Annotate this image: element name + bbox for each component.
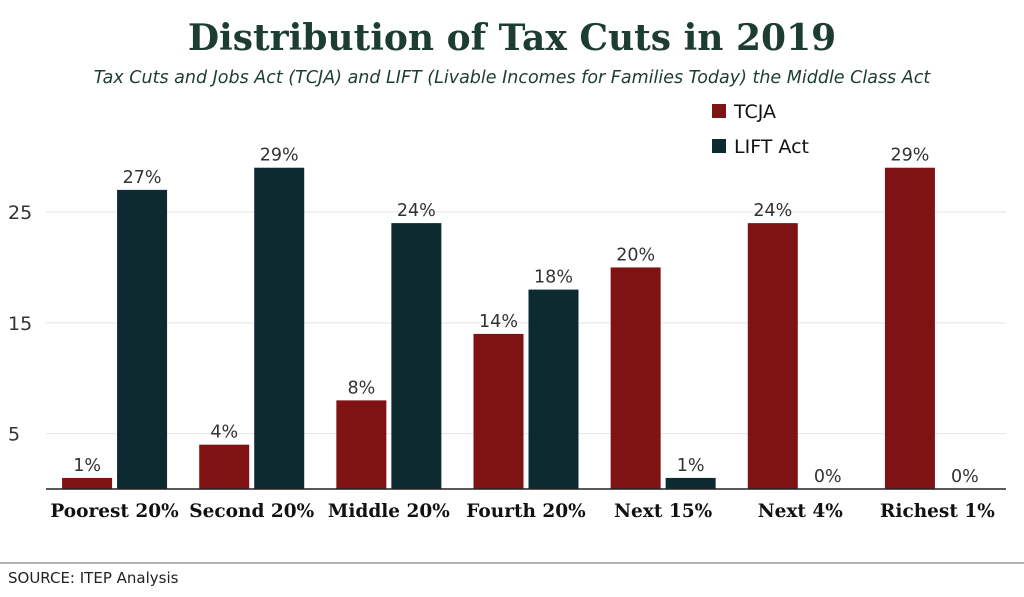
x-category-label: Poorest 20% — [50, 501, 179, 522]
data-label: 18% — [534, 268, 573, 288]
data-label: 29% — [260, 146, 299, 166]
data-label: 1% — [73, 456, 101, 476]
data-label: 0% — [951, 467, 979, 487]
legend-label: LIFT Act — [734, 136, 809, 158]
x-category-label: Next 4% — [758, 501, 844, 522]
bar-lift-1 — [254, 167, 305, 489]
y-tick-label: 25 — [8, 202, 32, 224]
data-label: 24% — [753, 201, 792, 221]
bar-tcja-5 — [747, 223, 798, 489]
bar-tcja-1 — [199, 444, 250, 489]
bars — [62, 167, 935, 489]
bar-lift-0 — [117, 189, 168, 489]
y-tick-label: 5 — [8, 424, 20, 446]
legend-swatch — [712, 139, 726, 153]
bar-tcja-3 — [473, 333, 524, 489]
chart-title: Distribution of Tax Cuts in 2019 — [188, 17, 836, 59]
x-category-label: Fourth 20% — [466, 501, 586, 522]
bar-tcja-2 — [336, 400, 387, 489]
bar-lift-4 — [665, 477, 716, 489]
bar-tcja-0 — [62, 477, 113, 489]
bar-tcja-4 — [610, 267, 661, 489]
legend: TCJA LIFT Act — [712, 101, 809, 158]
chart-subtitle: Tax Cuts and Jobs Act (TCJA) and LIFT (L… — [94, 68, 932, 88]
gridlines: 5 15 25 — [8, 202, 1006, 446]
source-note: SOURCE: ITEP Analysis — [8, 569, 179, 587]
x-category-label: Middle 20% — [328, 501, 450, 522]
data-label: 27% — [123, 168, 162, 188]
y-tick-label: 15 — [8, 313, 32, 335]
legend-swatch — [712, 104, 726, 118]
data-label: 1% — [677, 456, 705, 476]
bar-lift-2 — [391, 223, 442, 489]
legend-label: TCJA — [733, 101, 776, 123]
bar-tcja-6 — [884, 167, 935, 489]
bar-lift-3 — [528, 289, 579, 489]
data-label: 4% — [210, 423, 238, 443]
x-category-label: Richest 1% — [880, 501, 995, 522]
data-label: 20% — [616, 245, 655, 265]
data-label: 14% — [479, 312, 518, 332]
x-category-label: Next 15% — [614, 501, 712, 522]
data-label: 29% — [890, 146, 929, 166]
x-category-label: Second 20% — [189, 501, 314, 522]
x-axis: Poorest 20% Second 20% Middle 20% Fourth 20… — [46, 488, 1006, 522]
data-label: 0% — [814, 467, 842, 487]
data-label: 8% — [347, 378, 375, 398]
data-label: 24% — [397, 201, 436, 221]
data-labels: 1% 27% 4% 29% 8% 24% 14% 18% 20% 1% 24% 0% 29% 0% — [73, 146, 979, 487]
